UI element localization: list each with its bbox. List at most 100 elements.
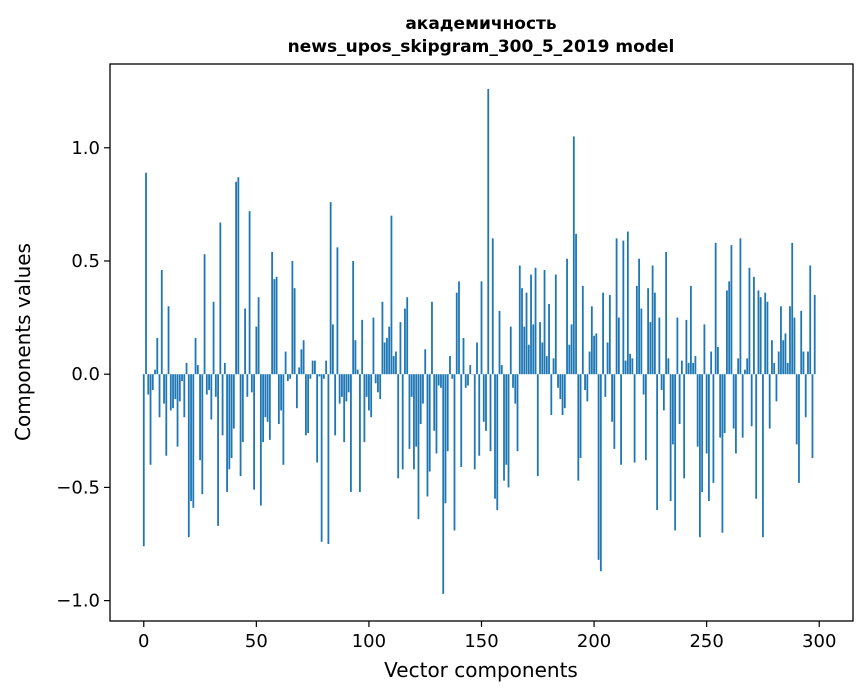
bar-104 bbox=[377, 374, 379, 393]
bar-22 bbox=[192, 374, 195, 508]
bar-252 bbox=[710, 351, 713, 375]
bar-192 bbox=[575, 233, 577, 375]
bar-103 bbox=[374, 374, 377, 384]
bar-145 bbox=[469, 365, 472, 375]
bar-257 bbox=[721, 374, 724, 533]
bar-54 bbox=[264, 374, 267, 418]
bar-67 bbox=[293, 288, 296, 375]
bar-284 bbox=[782, 340, 785, 375]
y-tick-label: −0.5 bbox=[56, 477, 100, 498]
bar-113 bbox=[397, 374, 400, 479]
bar-77 bbox=[316, 374, 319, 463]
bar-295 bbox=[807, 351, 809, 375]
bar-25 bbox=[199, 374, 201, 461]
bar-127 bbox=[428, 374, 431, 472]
bar-130 bbox=[435, 374, 438, 454]
x-tick-label: 50 bbox=[245, 631, 268, 652]
bar-178 bbox=[543, 270, 546, 375]
bar-110 bbox=[390, 215, 393, 375]
y-tick-label: 1.0 bbox=[71, 138, 100, 159]
bar-253 bbox=[712, 374, 715, 483]
bar-280 bbox=[773, 362, 776, 375]
x-tick-label: 250 bbox=[689, 631, 723, 652]
bar-285 bbox=[784, 333, 787, 375]
bar-132 bbox=[440, 374, 442, 388]
bar-187 bbox=[563, 374, 566, 409]
bar-236 bbox=[674, 374, 677, 531]
bar-282 bbox=[777, 351, 780, 375]
bar-238 bbox=[678, 374, 681, 425]
bar-247 bbox=[699, 374, 701, 538]
bar-136 bbox=[449, 356, 451, 375]
bar-268 bbox=[746, 358, 749, 375]
bar-157 bbox=[496, 374, 499, 511]
bar-87 bbox=[338, 374, 341, 404]
bar-292 bbox=[800, 310, 803, 375]
bar-102 bbox=[372, 317, 375, 375]
bar-242 bbox=[687, 362, 690, 375]
bar-170 bbox=[525, 292, 528, 375]
bar-165 bbox=[514, 374, 517, 404]
bar-195 bbox=[581, 285, 584, 375]
bar-198 bbox=[588, 351, 591, 375]
bar-37 bbox=[226, 374, 228, 492]
bar-47 bbox=[248, 211, 251, 375]
bar-150 bbox=[480, 281, 483, 375]
bar-46 bbox=[246, 374, 249, 397]
bar-267 bbox=[744, 369, 746, 375]
bar-220 bbox=[638, 258, 641, 375]
bar-159 bbox=[500, 365, 503, 375]
bar-49 bbox=[253, 374, 255, 490]
bar-108 bbox=[386, 337, 388, 375]
bar-86 bbox=[336, 247, 339, 375]
bar-68 bbox=[295, 374, 298, 409]
bar-45 bbox=[244, 308, 246, 375]
bar-75 bbox=[311, 360, 314, 375]
bar-55 bbox=[266, 374, 269, 422]
bar-117 bbox=[406, 297, 409, 375]
bar-59 bbox=[275, 276, 278, 375]
bar-31 bbox=[212, 301, 215, 375]
bar-6 bbox=[156, 337, 159, 375]
bar-196 bbox=[584, 374, 586, 391]
bar-164 bbox=[512, 374, 514, 388]
bar-66 bbox=[291, 260, 294, 375]
bar-186 bbox=[561, 374, 564, 415]
bar-118 bbox=[408, 374, 411, 449]
bar-120 bbox=[413, 374, 415, 470]
bar-296 bbox=[809, 265, 812, 375]
bar-223 bbox=[644, 374, 647, 461]
bar-2 bbox=[147, 374, 150, 395]
bar-275 bbox=[762, 374, 764, 538]
bar-107 bbox=[383, 342, 386, 375]
bar-188 bbox=[566, 258, 568, 375]
bar-269 bbox=[748, 267, 751, 375]
bar-158 bbox=[498, 310, 501, 375]
bar-139 bbox=[455, 292, 458, 375]
bar-81 bbox=[325, 360, 328, 375]
bar-249 bbox=[703, 324, 706, 375]
bar-12 bbox=[169, 374, 172, 411]
bar-237 bbox=[676, 317, 679, 375]
bar-287 bbox=[789, 306, 791, 375]
bar-4 bbox=[151, 374, 154, 391]
bar-156 bbox=[494, 374, 496, 499]
bar-293 bbox=[802, 351, 805, 375]
bar-270 bbox=[750, 374, 753, 427]
bar-3 bbox=[149, 374, 152, 465]
bar-85 bbox=[334, 374, 337, 436]
bar-278 bbox=[768, 374, 771, 429]
bar-56 bbox=[268, 374, 271, 440]
bar-254 bbox=[714, 242, 717, 375]
bar-105 bbox=[379, 374, 382, 400]
bar-200 bbox=[593, 335, 595, 375]
bar-155 bbox=[491, 238, 494, 375]
bar-214 bbox=[624, 360, 627, 375]
bar-175 bbox=[536, 374, 539, 477]
bar-23 bbox=[194, 337, 197, 375]
bar-82 bbox=[327, 374, 330, 545]
bar-255 bbox=[717, 347, 719, 375]
bar-160 bbox=[503, 374, 505, 481]
bar-207 bbox=[608, 294, 611, 375]
